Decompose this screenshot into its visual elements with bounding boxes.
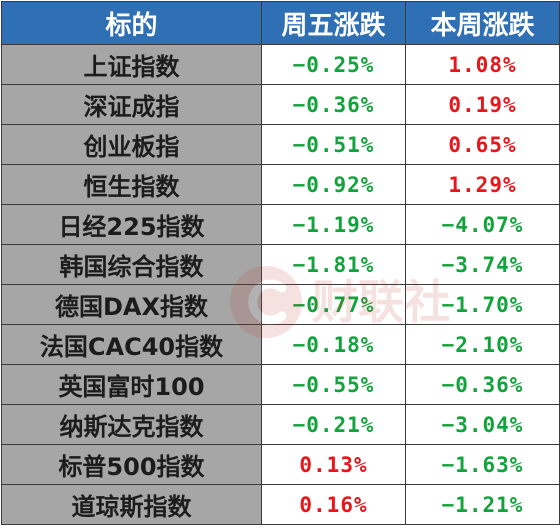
header-friday-change: 周五涨跌	[261, 1, 406, 45]
table-row: 德国DAX指数 −0.77% −1.70%	[1, 284, 560, 325]
weekly-change: −0.36%	[405, 364, 560, 405]
table-row: 标普500指数 0.13% −1.63%	[1, 444, 560, 485]
weekly-change: 1.29%	[405, 164, 560, 205]
weekly-change: −2.10%	[405, 324, 560, 365]
weekly-change: 0.65%	[405, 124, 560, 165]
table-header-row: 标的 周五涨跌 本周涨跌	[1, 1, 560, 45]
table-row: 道琼斯指数 0.16% −1.21%	[1, 484, 560, 525]
index-name: 标普500指数	[1, 444, 262, 485]
table-row: 上证指数 −0.25% 1.08%	[1, 44, 560, 85]
weekly-change: −3.04%	[405, 404, 560, 445]
friday-change: −0.92%	[261, 164, 406, 205]
index-name: 道琼斯指数	[1, 484, 262, 525]
table-row: 深证成指 −0.36% 0.19%	[1, 84, 560, 125]
table-row: 创业板指 −0.51% 0.65%	[1, 124, 560, 165]
table-row: 日经225指数 −1.19% −4.07%	[1, 204, 560, 245]
table-row: 英国富时100 −0.55% −0.36%	[1, 364, 560, 405]
weekly-change: −3.74%	[405, 244, 560, 285]
header-index-name: 标的	[1, 1, 262, 45]
index-name: 韩国综合指数	[1, 244, 262, 285]
friday-change: −0.36%	[261, 84, 406, 125]
friday-change: −0.51%	[261, 124, 406, 165]
index-name: 恒生指数	[1, 164, 262, 205]
weekly-change: −1.21%	[405, 484, 560, 525]
index-name: 创业板指	[1, 124, 262, 165]
index-name: 上证指数	[1, 44, 262, 85]
table-row: 韩国综合指数 −1.81% −3.74%	[1, 244, 560, 285]
table-row: 恒生指数 −0.92% 1.29%	[1, 164, 560, 205]
header-weekly-change: 本周涨跌	[405, 1, 560, 45]
index-name: 德国DAX指数	[1, 284, 262, 325]
table-row: 法国CAC40指数 −0.18% −2.10%	[1, 324, 560, 365]
friday-change: −0.25%	[261, 44, 406, 85]
weekly-change: −1.63%	[405, 444, 560, 485]
friday-change: 0.16%	[261, 484, 406, 525]
index-name: 深证成指	[1, 84, 262, 125]
friday-change: −0.55%	[261, 364, 406, 405]
index-name: 日经225指数	[1, 204, 262, 245]
index-name: 纳斯达克指数	[1, 404, 262, 445]
friday-change: 0.13%	[261, 444, 406, 485]
index-name: 法国CAC40指数	[1, 324, 262, 365]
friday-change: −0.21%	[261, 404, 406, 445]
friday-change: −1.19%	[261, 204, 406, 245]
table-row: 纳斯达克指数 −0.21% −3.04%	[1, 404, 560, 445]
weekly-change: −1.70%	[405, 284, 560, 325]
index-name: 英国富时100	[1, 364, 262, 405]
weekly-change: −4.07%	[405, 204, 560, 245]
weekly-change: 0.19%	[405, 84, 560, 125]
friday-change: −1.81%	[261, 244, 406, 285]
friday-change: −0.18%	[261, 324, 406, 365]
weekly-change: 1.08%	[405, 44, 560, 85]
friday-change: −0.77%	[261, 284, 406, 325]
